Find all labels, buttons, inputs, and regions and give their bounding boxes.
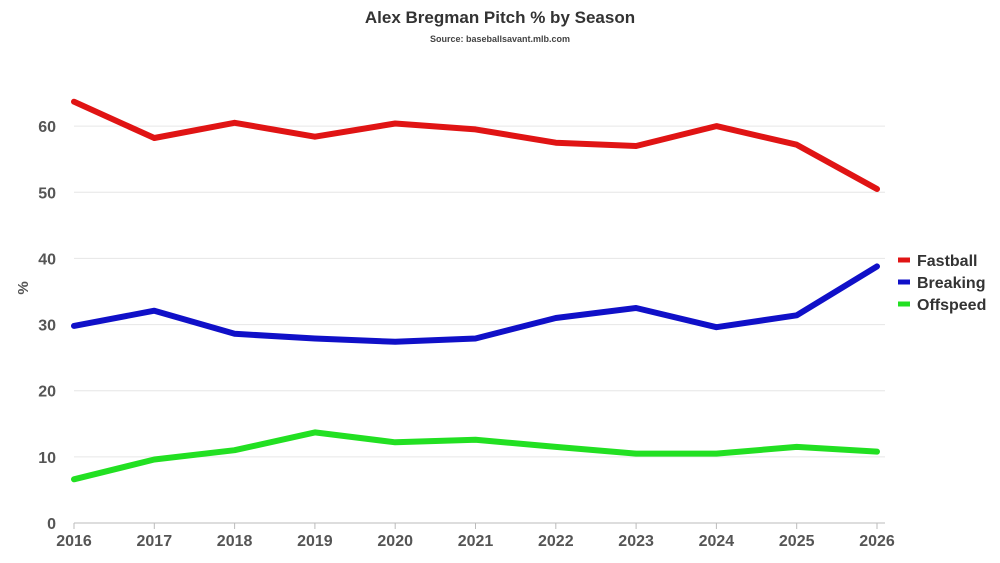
chart-title: Alex Bregman Pitch % by Season xyxy=(365,8,635,27)
series-line-fastball xyxy=(71,98,880,192)
y-tick-label: 0 xyxy=(47,516,56,533)
y-tick-label: 30 xyxy=(38,318,56,335)
legend-label-offspeed: Offspeed xyxy=(917,297,986,314)
series-lines xyxy=(71,98,880,483)
x-tick-label: 2024 xyxy=(699,533,735,550)
y-axis-label: % xyxy=(15,281,32,294)
chart-subtitle: Source: baseballsavant.mlb.com xyxy=(430,34,570,44)
y-tick-label: 10 xyxy=(38,450,56,467)
x-axis-ticks: 2016 2017 2018 2019 2020 2021 2022 2023 2024 2025… xyxy=(56,523,895,550)
legend-label-fastball: Fastball xyxy=(917,253,977,270)
legend: Fastball Breaking Offspeed xyxy=(898,253,986,314)
y-tick-label: 50 xyxy=(38,185,56,202)
x-tick-label: 2022 xyxy=(538,533,574,550)
x-tick-label: 2017 xyxy=(137,533,173,550)
x-tick-label: 2023 xyxy=(618,533,654,550)
series-line-breaking xyxy=(71,263,880,345)
x-tick-label: 2026 xyxy=(859,533,895,550)
x-tick-label: 2025 xyxy=(779,533,815,550)
x-tick-label: 2019 xyxy=(297,533,333,550)
y-tick-label: 40 xyxy=(38,251,56,268)
y-tick-label: 60 xyxy=(38,119,56,136)
x-tick-label: 2018 xyxy=(217,533,253,550)
y-tick-label: 20 xyxy=(38,384,56,401)
legend-label-breaking: Breaking xyxy=(917,275,985,292)
x-tick-label: 2021 xyxy=(458,533,494,550)
series-line-offspeed xyxy=(71,429,880,483)
y-axis-ticks: 0 10 20 30 40 50 60 xyxy=(38,119,56,533)
x-tick-label: 2020 xyxy=(377,533,413,550)
x-tick-label: 2016 xyxy=(56,533,92,550)
grid-lines xyxy=(74,125,885,458)
